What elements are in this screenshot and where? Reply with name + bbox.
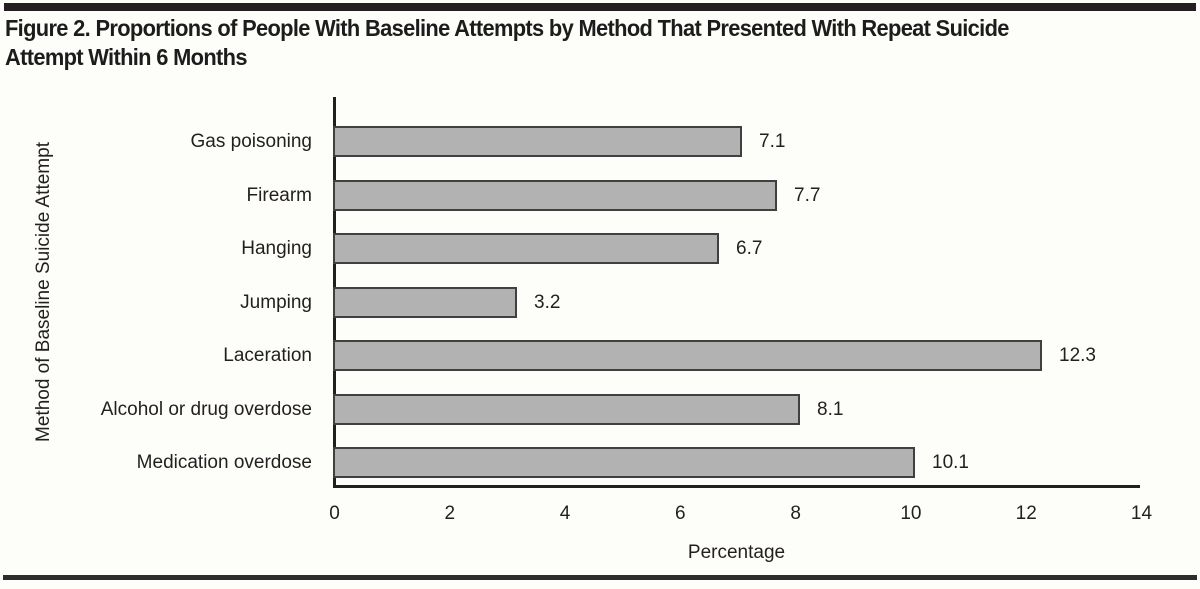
x-tick-label: 8 <box>790 503 801 524</box>
category-label: Medication overdose <box>136 452 312 473</box>
x-tick-label: 0 <box>329 503 340 524</box>
plot-axes <box>333 97 1140 488</box>
x-tick-label: 4 <box>559 503 571 524</box>
x-tick-label: 6 <box>675 503 686 524</box>
figure-title-line1: Figure 2. Proportions of People With Bas… <box>5 15 1009 41</box>
x-tick-label: 10 <box>900 503 922 524</box>
top-rule <box>4 3 1196 11</box>
bottom-rule <box>3 575 1197 580</box>
x-tick-label: 2 <box>444 503 456 524</box>
x-tick-label: 14 <box>1130 503 1153 524</box>
figure-title: Figure 2. Proportions of People With Bas… <box>5 14 1140 72</box>
x-tick-label: 12 <box>1015 503 1037 524</box>
y-axis-title: Method of Baseline Suicide Attempt <box>33 142 54 442</box>
x-axis-title: Percentage <box>687 542 786 563</box>
figure-title-line2: Attempt Within 6 Months <box>5 44 247 70</box>
